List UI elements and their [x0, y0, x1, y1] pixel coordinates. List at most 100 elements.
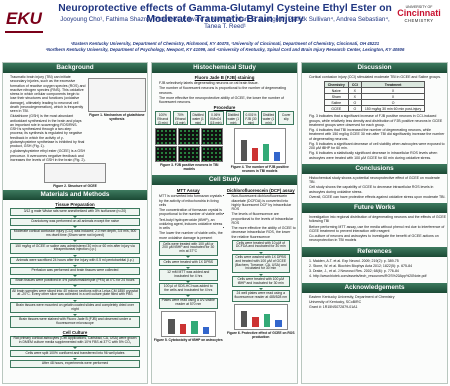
flow-step: After 48 hours, experiments were perform…: [10, 360, 140, 368]
column: Background Traumatic brain injury (TBI) c…: [2, 62, 148, 384]
arrow: [73, 240, 77, 243]
figure-row: Figure 3. FJB positive neurons in TBI mo…: [155, 128, 294, 175]
procedure-step: 0.001% FJB (30 min): [243, 111, 259, 126]
figure-caption: Figure 3. FJB positive neurons in TBI mo…: [160, 163, 219, 172]
figure-image: [155, 128, 178, 145]
procedure-step: Distilled water (1 min): [190, 111, 206, 126]
procedure-step: Distilled water (1 min): [225, 111, 242, 126]
bullet: Histochemical study shows a potential ne…: [309, 176, 446, 185]
figure-caption: Figure 5. Cytotoxicity of tBHP on astroc…: [153, 337, 223, 342]
bullet-list: MTT is converted into formazan crystals …: [153, 194, 224, 240]
flow-step: Moderate cortical contusion injury (CCI)…: [10, 228, 140, 240]
bullet: The more effective the ability of GCEE t…: [232, 226, 297, 239]
decor-bar: [262, 143, 269, 162]
figure: Figure 4. The number of FJB positive neu…: [226, 128, 295, 175]
bullet-list: Histochemical study shows a potential ne…: [303, 176, 446, 199]
bullet: The number of fluorescent neurons is pro…: [159, 86, 296, 95]
cell-row: MTT AssayMTT is converted into formazan …: [153, 187, 296, 344]
section-header: Acknowledgements: [302, 282, 447, 293]
bullet: Fig. 4 indicates that TBI increased the …: [309, 128, 446, 141]
procedure-step: 70% Ethanol (1 min): [172, 111, 189, 126]
flow-step: Cells were treated with 100 µM or 200 µM…: [159, 240, 218, 257]
figure-image: [87, 78, 146, 112]
section-header: References: [302, 246, 447, 257]
bullet: Investigation into regional distribution…: [309, 215, 446, 224]
decor-bar: [168, 318, 175, 334]
flow-step: Craniotomy was performed on all animals …: [10, 218, 140, 226]
assay: MTT AssayMTT is converted into formazan …: [153, 187, 224, 344]
subsection-title: Dichlorofluorescein (DCF) assay: [226, 188, 295, 194]
figure-image: [201, 128, 224, 145]
decor-bar: [263, 314, 271, 327]
bullet: Cortical contusion injury (CCI) stimulat…: [309, 75, 446, 79]
arrow: [258, 287, 263, 290]
flow-step: Brain tissues were mounted on gelatin co…: [10, 301, 140, 314]
arrow: [186, 256, 191, 259]
decor-bar: [251, 147, 258, 162]
flow-step: Cells were washed with 1X DPBS and treat…: [231, 253, 290, 274]
flow-step: Rat primary cortical astrocytes (Cell Ap…: [10, 335, 140, 347]
figure-caption: Figure 1. Mechanism of glutathione synth…: [89, 113, 145, 121]
section-header: Materials and Methods: [3, 190, 147, 200]
bullet: 3. Drake, J., et al. J Neurosci Res. 200…: [309, 269, 446, 273]
column: Discussion Cortical contusion injury (CCI…: [301, 62, 448, 384]
bullet: Fig. 3 indicates that a significant incr…: [309, 114, 446, 127]
background-figure: Figure 1. Mechanism of glutathione synth…: [87, 75, 146, 163]
affiliation: ³Northern Kentucky University, Departmen…: [45, 47, 405, 52]
bullet: 1. Maiden, A.T. et al. Exp Neurol. 2009;…: [309, 259, 446, 263]
background-body: Traumatic brain injury (TBI) can initiat…: [4, 75, 146, 163]
procedure-step: Cover slip: [278, 111, 294, 126]
section-header: Cell Study: [152, 175, 297, 186]
bullet: FJB selectively labels degenerating neur…: [159, 81, 296, 85]
figure-caption: Figure 2. Structure of GCEE: [53, 184, 97, 188]
decor-bar: [240, 139, 247, 162]
bullet: 4. http://www.biotek.com/assets/tech_res…: [309, 274, 446, 278]
bullet: Before performing MTT assay, use the med…: [309, 225, 446, 234]
arrow: [258, 251, 263, 254]
bullet: MTT is converted into formazan crystals …: [159, 194, 224, 207]
bullet: Glutathione (GSH) is the most abundant a…: [10, 114, 86, 148]
flow-step: Brain tissues were postfixed in 4% paraf…: [10, 277, 140, 285]
section-header: Discussion: [302, 63, 447, 73]
bullet: Eastern Kentucky University, Department …: [309, 295, 446, 299]
background-text: Traumatic brain injury (TBI) can initiat…: [4, 75, 86, 163]
flow-step: Cells were treated with 10 µM of DCFDA a…: [231, 239, 290, 252]
logo-text: UNIVERSITY OF: [405, 5, 433, 9]
bullet-list: Eastern Kentucky University, Department …: [303, 295, 446, 310]
subsection-title: Fluoro Jade B (FJB) staining: [194, 75, 255, 80]
bullet: Fig. 5 indicates a significant decrease …: [309, 142, 446, 151]
bullet-list: FJB selectively labels degenerating neur…: [153, 81, 296, 104]
decor-bar: [179, 324, 187, 334]
procedure-step: 0.06% KMnO4 (15 min): [207, 111, 224, 126]
flow-step: 24 well plates were read using a fluores…: [231, 290, 290, 302]
bullet-list: Cortical contusion injury (CCI) stimulat…: [303, 75, 446, 79]
arrow: [73, 313, 77, 316]
flow-step: Cells were split 100% confluent and tran…: [10, 349, 140, 358]
figure-caption: Figure 4. The number of FJB positive neu…: [230, 165, 289, 174]
subsection-title: MTT Assay: [176, 188, 200, 194]
flow-step: 3/12 g male Wistar rats were anesthetize…: [10, 208, 140, 216]
arrow: [186, 295, 191, 298]
table-row: GCEE O 150 mg/kg 30 min 60 min post-injury: [323, 105, 426, 113]
bullet: Cell study shows the capability of GCEE …: [309, 185, 446, 194]
procedure-row: 100% Ethanol (3 min) 70% Ethanol (1 min) D…: [155, 111, 294, 126]
bullet: Tert-butyl hydroperoxide (tBHP), an oxid…: [159, 218, 224, 231]
figure-image: [44, 163, 106, 183]
arrow: [186, 266, 191, 269]
arrow: [73, 264, 77, 267]
bullet-list: Non-fluorescent dichlorofluorescein diac…: [226, 194, 297, 239]
arrow: [258, 273, 263, 276]
bullet: Overall, GCEE can have protective effect…: [309, 195, 446, 199]
bullet: The concentration of formazan crystal is…: [159, 208, 224, 217]
arrow: [186, 280, 191, 283]
bullet: γ-glutamylcysteine ethyl ester (GCEE) is…: [10, 149, 86, 162]
figure-chart: [161, 310, 216, 337]
bullet: The more effective the neuroprotective a…: [159, 96, 296, 105]
logo-left: EKU: [5, 7, 43, 33]
arrow: [73, 275, 77, 278]
figure-image: [178, 145, 201, 163]
decor-bar: [252, 316, 259, 327]
bullet: Traumatic brain injury (TBI) can initiat…: [10, 75, 86, 113]
figure-chart: [233, 128, 286, 165]
decor-bar: [273, 151, 280, 162]
